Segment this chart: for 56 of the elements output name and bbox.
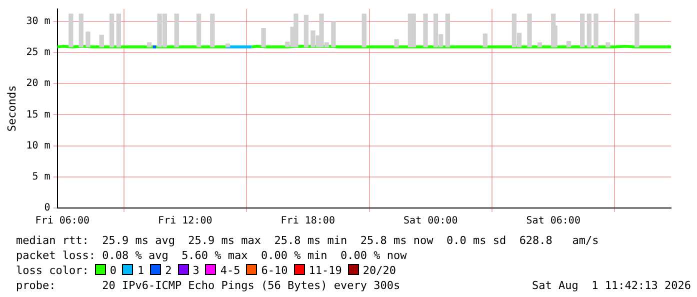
bar bbox=[196, 14, 202, 48]
x-tick-label: Fri 12:00 bbox=[158, 216, 212, 227]
bar bbox=[86, 32, 90, 48]
bar bbox=[411, 14, 416, 48]
y-axis-title: Seconds bbox=[5, 85, 18, 132]
bar bbox=[423, 14, 428, 48]
bar bbox=[445, 14, 450, 48]
bar bbox=[331, 21, 336, 48]
legend-label: 0 bbox=[110, 264, 116, 277]
bar bbox=[606, 42, 610, 48]
bar bbox=[116, 14, 121, 48]
text: Sat Aug 1 11:42:13 2026 bbox=[532, 278, 691, 293]
y-tick-label: 20 m bbox=[26, 78, 50, 90]
bar bbox=[566, 41, 572, 48]
bar bbox=[110, 14, 114, 48]
bar bbox=[68, 14, 74, 48]
legend-label: 4-5 bbox=[220, 264, 240, 277]
bar bbox=[174, 14, 179, 48]
legend-label: 20/20 bbox=[362, 264, 396, 277]
bar bbox=[580, 14, 585, 48]
bar bbox=[482, 34, 488, 48]
bar bbox=[310, 30, 316, 48]
bar bbox=[537, 42, 542, 48]
legend-label: 6-10 bbox=[261, 264, 288, 277]
text: probe: 20 IPv6-ICMP Echo Pings (56 Bytes) every 300s bbox=[16, 279, 400, 292]
legend-label: 3 bbox=[192, 264, 200, 277]
bar bbox=[99, 34, 104, 48]
y-tick-label: 10 m bbox=[26, 140, 50, 152]
bar bbox=[225, 43, 230, 48]
y-tick-label: 15 m bbox=[26, 109, 50, 120]
legend-label: 1 bbox=[137, 264, 144, 277]
bar bbox=[78, 14, 84, 48]
y-tick-label: 30 m bbox=[26, 16, 50, 28]
bar bbox=[586, 14, 592, 48]
bar bbox=[394, 39, 399, 48]
legend-label: 11-19 bbox=[308, 264, 342, 277]
bar bbox=[362, 14, 366, 48]
bar bbox=[634, 14, 640, 48]
legend-label: 2 bbox=[165, 264, 172, 277]
x-tick-label: Sat 06:00 bbox=[526, 216, 580, 227]
bar bbox=[304, 14, 309, 48]
y-tick-label: 5 m bbox=[32, 172, 50, 182]
x-tick-label: Fri 18:00 bbox=[280, 216, 335, 227]
bar bbox=[147, 42, 152, 48]
y-tick-label: 25 m bbox=[26, 47, 50, 58]
bar bbox=[594, 14, 598, 48]
bar bbox=[294, 14, 298, 48]
text: packet loss: 0.08 % avg 5.60 % max 0.00 % min 0.00 % now bbox=[16, 248, 408, 263]
bar bbox=[527, 14, 532, 48]
text: median rtt: 25.9 ms avg 25.9 ms max 25.8 ms min 25.8 ms now 0.0 ms sd 628.8 am/s bbox=[16, 233, 600, 248]
bar bbox=[261, 28, 266, 48]
bar bbox=[210, 14, 215, 48]
x-tick-label: Sat 00:00 bbox=[404, 216, 458, 227]
legend-title: loss color: bbox=[16, 264, 89, 277]
x-tick-label: Fri 06:00 bbox=[35, 216, 90, 227]
y-tick-label: 0 bbox=[44, 202, 50, 214]
